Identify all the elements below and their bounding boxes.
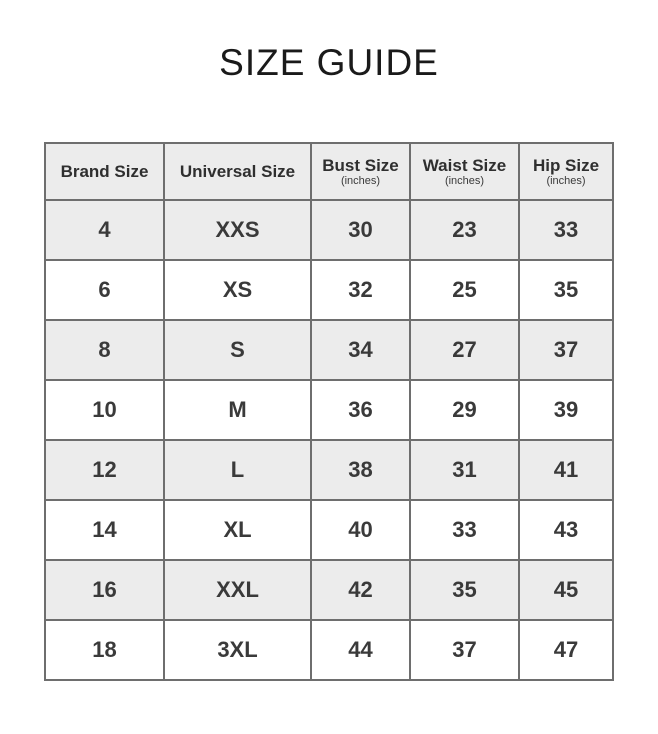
table-row: 8 S 34 27 37 [44, 319, 614, 381]
table-cell: 38 [310, 439, 411, 501]
table-cell: 36 [310, 379, 411, 441]
size-guide-table: Brand Size Universal Size Bust Size (inc… [44, 142, 614, 681]
table-cell: 4 [44, 199, 165, 261]
table-cell: 14 [44, 499, 165, 561]
table-cell: 35 [409, 559, 520, 621]
table-cell: 32 [310, 259, 411, 321]
table-cell: 34 [310, 319, 411, 381]
table-cell: 47 [518, 619, 614, 681]
table-cell: M [163, 379, 312, 441]
table-cell: 37 [518, 319, 614, 381]
table-row: 14 XL 40 33 43 [44, 499, 614, 561]
table-cell: 30 [310, 199, 411, 261]
table-cell: 40 [310, 499, 411, 561]
table-cell: 16 [44, 559, 165, 621]
table-cell: 31 [409, 439, 520, 501]
table-row: 16 XXL 42 35 45 [44, 559, 614, 621]
table-cell: 41 [518, 439, 614, 501]
table-cell: XXL [163, 559, 312, 621]
table-cell: 27 [409, 319, 520, 381]
table-cell: 33 [518, 199, 614, 261]
col-header-brand-size: Brand Size [44, 142, 165, 201]
header-row: Brand Size Universal Size Bust Size (inc… [44, 142, 614, 201]
table-cell: 42 [310, 559, 411, 621]
table-cell: 33 [409, 499, 520, 561]
table-cell: XXS [163, 199, 312, 261]
table-cell: 10 [44, 379, 165, 441]
table-row: 18 3XL 44 37 47 [44, 619, 614, 681]
table-cell: 6 [44, 259, 165, 321]
col-header-label: Brand Size [60, 162, 149, 181]
table-cell: 12 [44, 439, 165, 501]
col-header-waist-size: Waist Size (inches) [409, 142, 520, 201]
table-cell: 45 [518, 559, 614, 621]
table-cell: L [163, 439, 312, 501]
col-header-label: Hip Size [532, 156, 600, 175]
table-row: 12 L 38 31 41 [44, 439, 614, 501]
table-cell: 25 [409, 259, 520, 321]
page-title: SIZE GUIDE [219, 42, 439, 83]
table-cell: S [163, 319, 312, 381]
col-header-label: Bust Size [322, 156, 399, 175]
col-header-unit: (inches) [546, 175, 586, 187]
col-header-unit: (inches) [340, 175, 381, 187]
table-cell: XS [163, 259, 312, 321]
table-body: 4 XXS 30 23 33 6 XS 32 25 35 8 S 34 27 37 10 M 36 29 39 12 L 3… [44, 199, 614, 681]
table-cell: 44 [310, 619, 411, 681]
table-cell: 35 [518, 259, 614, 321]
col-header-hip-size: Hip Size (inches) [518, 142, 614, 201]
table-cell: XL [163, 499, 312, 561]
table-cell: 37 [409, 619, 520, 681]
col-header-label: Waist Size [422, 156, 507, 175]
col-header-label: Universal Size [179, 162, 296, 181]
table-cell: 18 [44, 619, 165, 681]
table-cell: 43 [518, 499, 614, 561]
table-cell: 23 [409, 199, 520, 261]
col-header-bust-size: Bust Size (inches) [310, 142, 411, 201]
table-cell: 3XL [163, 619, 312, 681]
col-header-unit: (inches) [444, 175, 485, 187]
table-cell: 8 [44, 319, 165, 381]
table-row: 4 XXS 30 23 33 [44, 199, 614, 261]
table-row: 10 M 36 29 39 [44, 379, 614, 441]
table-cell: 29 [409, 379, 520, 441]
col-header-universal-size: Universal Size [163, 142, 312, 201]
table-cell: 39 [518, 379, 614, 441]
table-row: 6 XS 32 25 35 [44, 259, 614, 321]
